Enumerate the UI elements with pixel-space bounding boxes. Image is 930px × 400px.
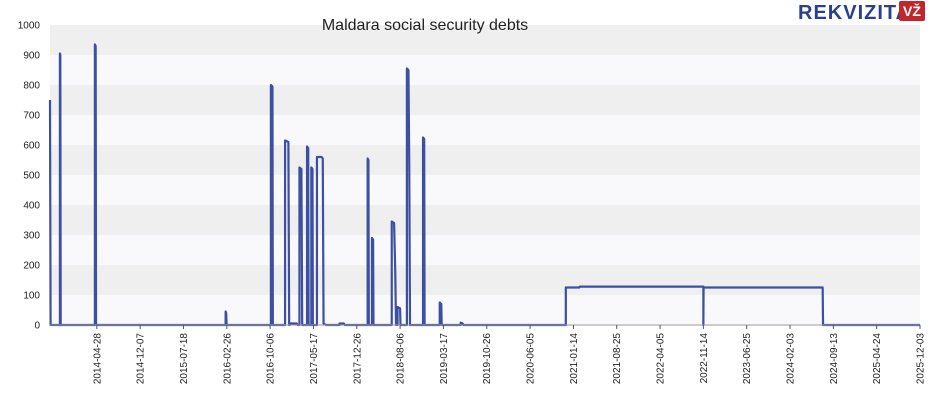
- grid-band: [50, 25, 920, 55]
- x-tick-label: 2017-05-17: [309, 333, 320, 385]
- grid-band: [50, 85, 920, 115]
- brand-logo: REKVIZITAI VŽ: [798, 1, 925, 24]
- y-tick-label: 700: [23, 111, 40, 122]
- y-tick-label: 100: [23, 291, 40, 302]
- chart-title: Maldara social security debts: [322, 17, 528, 34]
- x-tick-label: 2023-06-25: [742, 333, 753, 385]
- x-tick-label: 2014-12-07: [136, 333, 147, 385]
- x-tick-label: 2019-10-26: [482, 333, 493, 385]
- x-tick-label: 2025-12-03: [916, 333, 927, 385]
- x-tick-label: 2016-02-26: [222, 333, 233, 385]
- brand-badge-text: VŽ: [903, 2, 921, 19]
- x-tick-label: 2021-01-14: [569, 333, 580, 385]
- x-tick-label: 2020-06-05: [526, 333, 537, 385]
- y-tick-label: 200: [23, 261, 40, 272]
- y-tick-label: 400: [23, 201, 40, 212]
- grid-band: [50, 265, 920, 295]
- grid-bands: [50, 25, 920, 325]
- y-tick-label: 0: [34, 321, 40, 332]
- x-tick-label: 2014-04-28: [92, 333, 103, 385]
- y-tick-label: 300: [23, 231, 40, 242]
- grid-band: [50, 55, 920, 85]
- x-tick-label: 2024-02-03: [786, 333, 797, 385]
- y-axis: 0 100 200 300 400 500 600 700 800 900 1000: [18, 21, 41, 332]
- brand-badge: [899, 1, 925, 21]
- x-tick-label: 2022-04-05: [656, 333, 667, 385]
- series-line: [48, 43, 920, 327]
- y-tick-label: 800: [23, 81, 40, 92]
- x-tick-label: 2021-08-25: [612, 333, 623, 385]
- grid-band: [50, 295, 920, 325]
- y-tick-label: 500: [23, 171, 40, 182]
- plot-area: [48, 43, 920, 327]
- grid-band: [50, 175, 920, 205]
- x-axis: 2014-04-28 2014-12-07 2015-07-18 2016-02-26…: [50, 324, 927, 385]
- y-tick-label: 900: [23, 51, 40, 62]
- grid-band: [50, 235, 920, 265]
- x-tick-label: 2017-12-26: [352, 333, 363, 385]
- x-tick-label: 2015-07-18: [179, 333, 190, 385]
- x-tick-label: 2019-03-17: [439, 333, 450, 385]
- x-tick-label: 2022-11-14: [699, 333, 710, 384]
- brand-name: REKVIZITAI: [798, 2, 918, 24]
- x-tick-label: 2025-04-24: [872, 333, 883, 385]
- grid-band: [50, 205, 920, 235]
- y-tick-label: 600: [23, 141, 40, 152]
- grid-band: [50, 115, 920, 145]
- grid-band: [50, 145, 920, 175]
- x-tick-label: 2024-09-13: [829, 333, 840, 385]
- x-tick-label: 2016-10-06: [266, 333, 277, 385]
- x-tick-label: 2018-08-06: [396, 333, 407, 385]
- y-tick-label: 1000: [18, 21, 41, 32]
